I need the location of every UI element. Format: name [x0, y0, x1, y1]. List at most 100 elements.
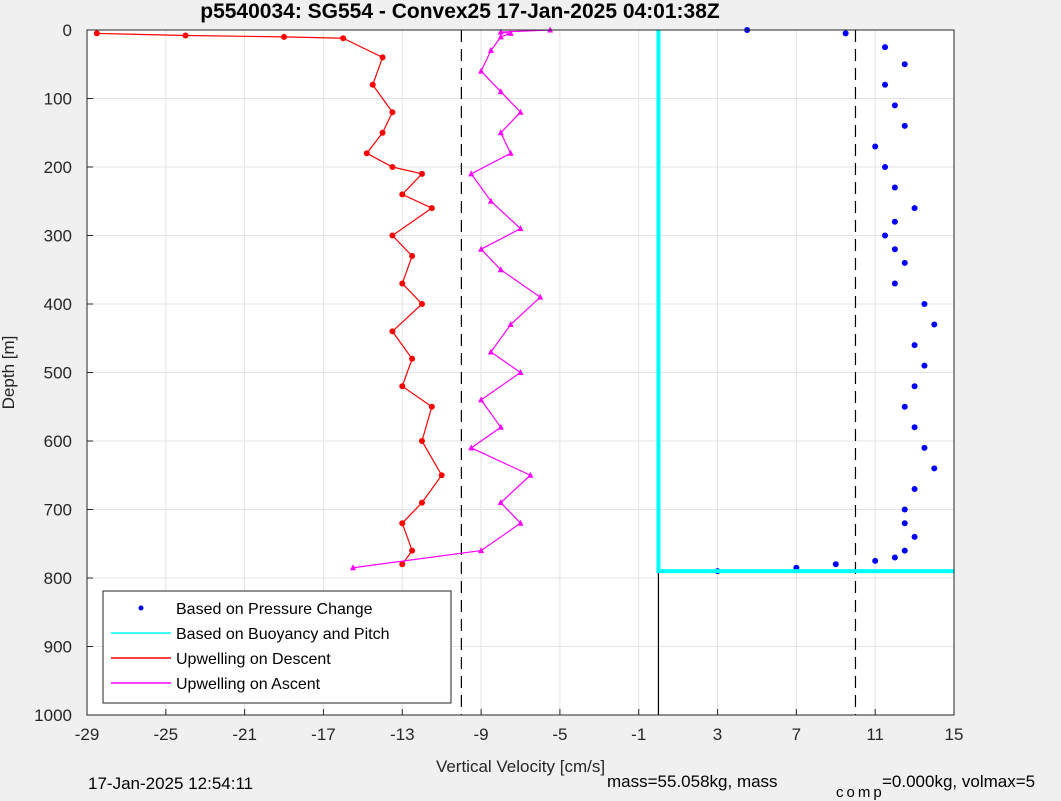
descent-upwelling-point — [389, 328, 396, 335]
ascent-upwelling-point — [517, 519, 524, 526]
pressure-change-point — [901, 122, 908, 129]
descent-upwelling-point — [418, 438, 425, 444]
y-tick-label: 0 — [63, 21, 72, 40]
descent-upwelling-point — [399, 383, 406, 390]
pressure-change-point — [911, 533, 918, 540]
footer-mass: mass=55.058kg, mass — [607, 772, 778, 791]
y-tick-label: 700 — [44, 501, 72, 520]
y-tick-label: 300 — [44, 227, 72, 246]
footer-timestamp: 17-Jan-2025 12:54:11 — [88, 774, 254, 793]
pressure-change-point — [911, 205, 918, 212]
ascent-upwelling-point — [497, 33, 504, 40]
pressure-change-point — [891, 280, 898, 287]
x-tick-label: -25 — [154, 725, 179, 744]
ascent-upwelling-point — [497, 499, 504, 506]
legend-label: Upwelling on Ascent — [176, 676, 321, 693]
series-based-on-buoyancy-and-pitch — [656, 30, 954, 574]
pressure-change-point — [911, 485, 918, 492]
x-tick-label: -13 — [390, 725, 415, 744]
x-tick-label: -21 — [232, 725, 257, 744]
descent-upwelling-point — [428, 403, 435, 410]
pressure-change-point — [882, 81, 889, 88]
data-layer — [93, 26, 954, 575]
descent-upwelling-point — [369, 81, 376, 88]
y-tick-label: 400 — [44, 295, 72, 314]
ascent-upwelling-point — [478, 396, 485, 403]
ascent-upwelling-point — [478, 547, 485, 554]
descent-upwelling-point — [399, 191, 406, 198]
descent-upwelling-point — [379, 54, 386, 61]
y-tick-label: 500 — [44, 364, 72, 383]
descent-upwelling-point — [389, 109, 396, 116]
legend-entry: Upwelling on Ascent — [111, 676, 321, 693]
x-tick-label: 3 — [713, 725, 722, 744]
x-tick-label: 15 — [945, 725, 964, 744]
ascent-upwelling-point — [517, 369, 524, 375]
pressure-change-point — [882, 164, 889, 170]
pressure-change-point — [921, 301, 928, 307]
ascent-upwelling-point — [487, 47, 494, 54]
descent-upwelling-point — [389, 164, 396, 170]
series-upwelling-on-ascent — [350, 26, 554, 571]
pressure-change-point — [901, 403, 908, 410]
pressure-change-point — [921, 362, 928, 369]
ascent-upwelling-point — [517, 225, 524, 232]
legend-entry: Based on Buoyancy and Pitch — [111, 626, 389, 643]
legend: Based on Pressure Change Based on Buoyanc… — [102, 590, 452, 704]
descent-upwelling-point — [418, 499, 425, 506]
legend-label: Based on Pressure Change — [176, 601, 373, 618]
descent-upwelling-point — [409, 355, 416, 362]
pressure-change-point — [911, 424, 918, 431]
descent-upwelling-point — [428, 205, 435, 212]
series-based-on-pressure-change — [714, 27, 938, 575]
descent-upwelling-point — [93, 30, 100, 37]
ascent-upwelling-point — [478, 67, 485, 74]
series-upwelling-on-descent — [93, 30, 445, 568]
pressure-change-point — [901, 61, 908, 68]
chart-title: p5540034: SG554 - Convex25 17-Jan-2025 0… — [200, 0, 720, 23]
ascent-upwelling-point — [487, 348, 494, 355]
pressure-change-point — [842, 30, 849, 37]
pressure-change-point — [882, 232, 889, 239]
pressure-change-point — [872, 557, 879, 564]
x-tick-label: -5 — [552, 725, 567, 744]
pressure-change-point — [911, 383, 918, 390]
descent-upwelling-point — [363, 150, 370, 157]
ascent-upwelling-point — [507, 321, 514, 328]
ascent-upwelling-point — [487, 197, 494, 204]
ascent-upwelling-point — [507, 149, 514, 156]
descent-upwelling-point — [438, 472, 445, 479]
descent-upwelling-point — [418, 170, 425, 177]
ascent-upwelling-point — [527, 471, 534, 478]
y-tick-label: 800 — [44, 569, 72, 588]
x-tick-label: -17 — [311, 725, 336, 744]
pressure-change-point — [891, 246, 898, 253]
ascent-upwelling-point — [478, 245, 485, 252]
pressure-change-point — [891, 184, 898, 191]
pressure-change-point — [901, 259, 908, 266]
descent-upwelling-point — [399, 280, 406, 287]
descent-upwelling-point — [409, 253, 416, 260]
pressure-change-point — [901, 547, 908, 554]
descent-upwelling-point — [182, 32, 189, 39]
y-tick-label: 900 — [44, 638, 72, 657]
pressure-change-point — [921, 444, 928, 451]
legend-entry: Based on Pressure Change — [138, 601, 373, 618]
ascent-upwelling-point — [517, 108, 524, 115]
y-tick-label: 1000 — [34, 706, 72, 725]
pressure-change-point — [931, 465, 938, 472]
ascent-upwelling-point — [497, 88, 504, 95]
ascent-upwelling-point — [507, 29, 514, 36]
ascent-upwelling-point — [497, 28, 504, 35]
descent-upwelling-point — [281, 33, 288, 40]
x-tick-label: -29 — [75, 725, 100, 744]
reference-lines — [460, 30, 857, 715]
y-tick-label: 600 — [44, 432, 72, 451]
pressure-change-point — [901, 506, 908, 513]
ascent-upwelling-point — [468, 444, 475, 451]
ascent-upwelling-point — [350, 564, 357, 571]
legend-label: Upwelling on Descent — [176, 651, 331, 668]
legend-box — [102, 590, 452, 704]
pressure-change-point — [891, 218, 898, 225]
descent-upwelling-point — [399, 561, 406, 568]
